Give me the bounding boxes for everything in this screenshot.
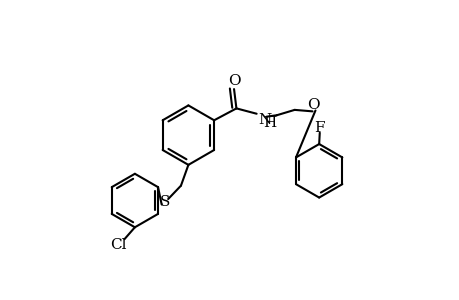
Text: S: S xyxy=(159,195,169,209)
Text: O: O xyxy=(307,98,319,112)
Text: O: O xyxy=(227,74,240,88)
Text: N: N xyxy=(257,113,271,127)
Text: F: F xyxy=(314,121,325,135)
Text: Cl: Cl xyxy=(110,238,127,252)
Text: H: H xyxy=(263,116,276,130)
